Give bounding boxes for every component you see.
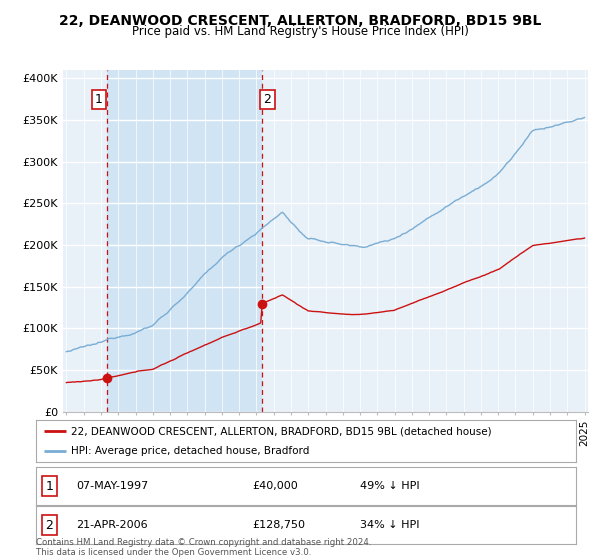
Text: 1: 1: [46, 479, 53, 493]
Text: Contains HM Land Registry data © Crown copyright and database right 2024.
This d: Contains HM Land Registry data © Crown c…: [36, 538, 371, 557]
Text: 2: 2: [46, 519, 53, 532]
Text: £40,000: £40,000: [252, 481, 298, 491]
Bar: [107, 70, 262, 412]
Text: 1: 1: [95, 92, 103, 106]
Text: 22, DEANWOOD CRESCENT, ALLERTON, BRADFORD, BD15 9BL (detached house): 22, DEANWOOD CRESCENT, ALLERTON, BRADFOR…: [71, 426, 492, 436]
Text: £128,750: £128,750: [252, 520, 305, 530]
Text: HPI: Average price, detached house, Bradford: HPI: Average price, detached house, Brad…: [71, 446, 310, 456]
Text: 49% ↓ HPI: 49% ↓ HPI: [360, 481, 419, 491]
Text: 07-MAY-1997: 07-MAY-1997: [77, 481, 149, 491]
Text: 2: 2: [263, 92, 271, 106]
Text: 34% ↓ HPI: 34% ↓ HPI: [360, 520, 419, 530]
Text: Price paid vs. HM Land Registry's House Price Index (HPI): Price paid vs. HM Land Registry's House …: [131, 25, 469, 38]
Text: 21-APR-2006: 21-APR-2006: [77, 520, 148, 530]
Text: 22, DEANWOOD CRESCENT, ALLERTON, BRADFORD, BD15 9BL: 22, DEANWOOD CRESCENT, ALLERTON, BRADFOR…: [59, 14, 541, 28]
